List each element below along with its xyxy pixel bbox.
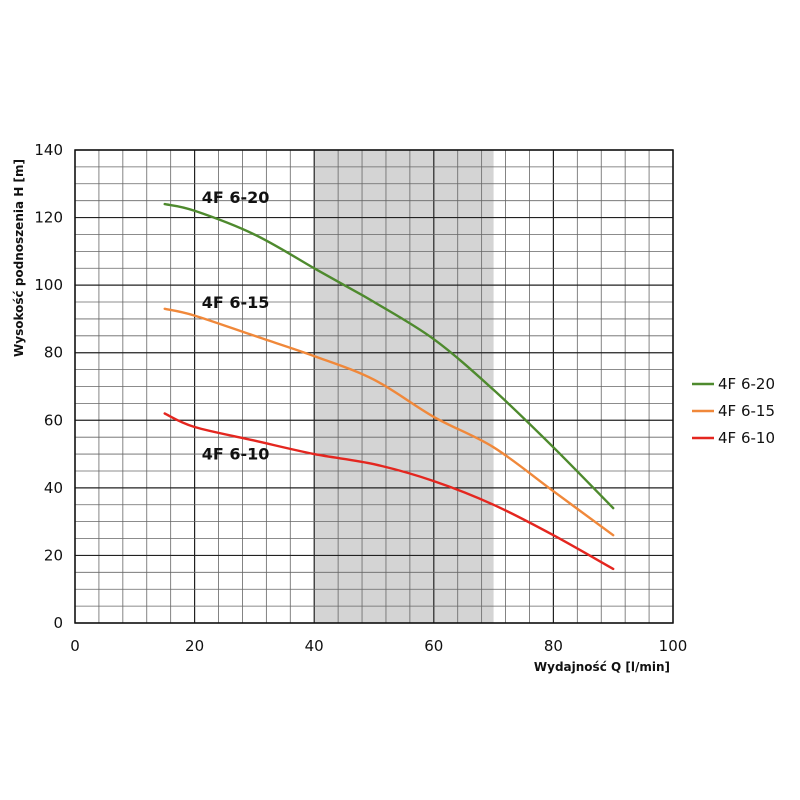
x-tick-label: 60 bbox=[424, 637, 443, 655]
series-line-3 bbox=[163, 412, 615, 571]
y-tick-label: 120 bbox=[34, 209, 63, 227]
y-tick-label: 0 bbox=[53, 614, 63, 632]
series-line-2 bbox=[163, 307, 615, 537]
y-tick-label: 100 bbox=[34, 276, 63, 294]
y-axis-title: Wysokość podnoszenia H [m] bbox=[12, 159, 26, 357]
legend-label: 4F 6-15 bbox=[718, 402, 775, 420]
y-tick-label: 60 bbox=[44, 411, 63, 429]
legend-label: 4F 6-10 bbox=[718, 429, 775, 447]
y-tick-label: 140 bbox=[34, 141, 63, 159]
series-line-1 bbox=[163, 202, 615, 510]
x-tick-label: 20 bbox=[185, 637, 204, 655]
curve-label-2: 4F 6-15 bbox=[202, 293, 270, 312]
plot-frame bbox=[74, 149, 674, 624]
legend-label: 4F 6-20 bbox=[718, 375, 775, 393]
curve-label-1: 4F 6-20 bbox=[202, 188, 270, 207]
curve-label-3: 4F 6-10 bbox=[202, 445, 270, 464]
x-tick-label: 100 bbox=[659, 637, 688, 655]
y-tick-label: 20 bbox=[44, 546, 63, 564]
y-tick-label: 40 bbox=[44, 479, 63, 497]
x-tick-label: 40 bbox=[305, 637, 324, 655]
y-tick-label: 80 bbox=[44, 344, 63, 362]
x-tick-label: 0 bbox=[70, 637, 80, 655]
x-tick-label: 80 bbox=[544, 637, 563, 655]
x-axis-title: Wydajność Q [l/min] bbox=[534, 660, 670, 674]
